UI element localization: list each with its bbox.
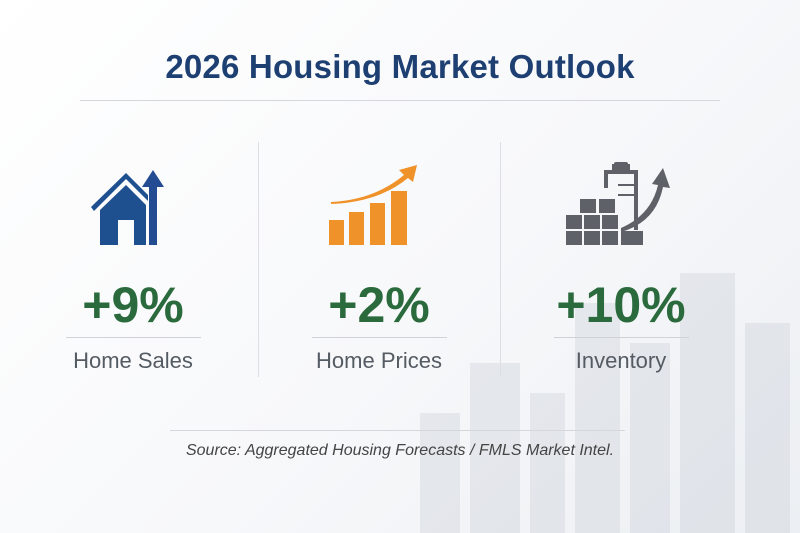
city-skyline-background <box>420 273 790 533</box>
underline <box>553 337 689 338</box>
underline <box>65 337 201 338</box>
metric-label: Inventory <box>575 348 667 373</box>
metric-value: +2% <box>328 277 430 333</box>
metric-label: Home Prices <box>316 348 442 373</box>
metric-home-prices: +2% Home Prices <box>279 150 479 374</box>
column-divider <box>258 142 259 377</box>
metric-value: +9% <box>82 277 184 333</box>
underline <box>311 337 447 338</box>
column-divider <box>500 142 501 377</box>
title-divider <box>80 100 720 101</box>
metric-home-sales: +9% Home Sales <box>33 150 233 374</box>
inventory-clipboard-arrow-icon <box>521 150 721 245</box>
source-note: Source: Aggregated Housing Forecasts / F… <box>185 442 615 459</box>
page-title: 2026 Housing Market Outlook <box>165 48 635 85</box>
metric-value: +10% <box>556 277 686 333</box>
house-arrow-up-icon <box>33 150 233 245</box>
bar-chart-growth-icon <box>279 150 479 245</box>
source-divider <box>170 430 625 431</box>
metric-inventory: +10% Inventory <box>521 150 721 374</box>
metric-label: Home Sales <box>73 348 193 373</box>
